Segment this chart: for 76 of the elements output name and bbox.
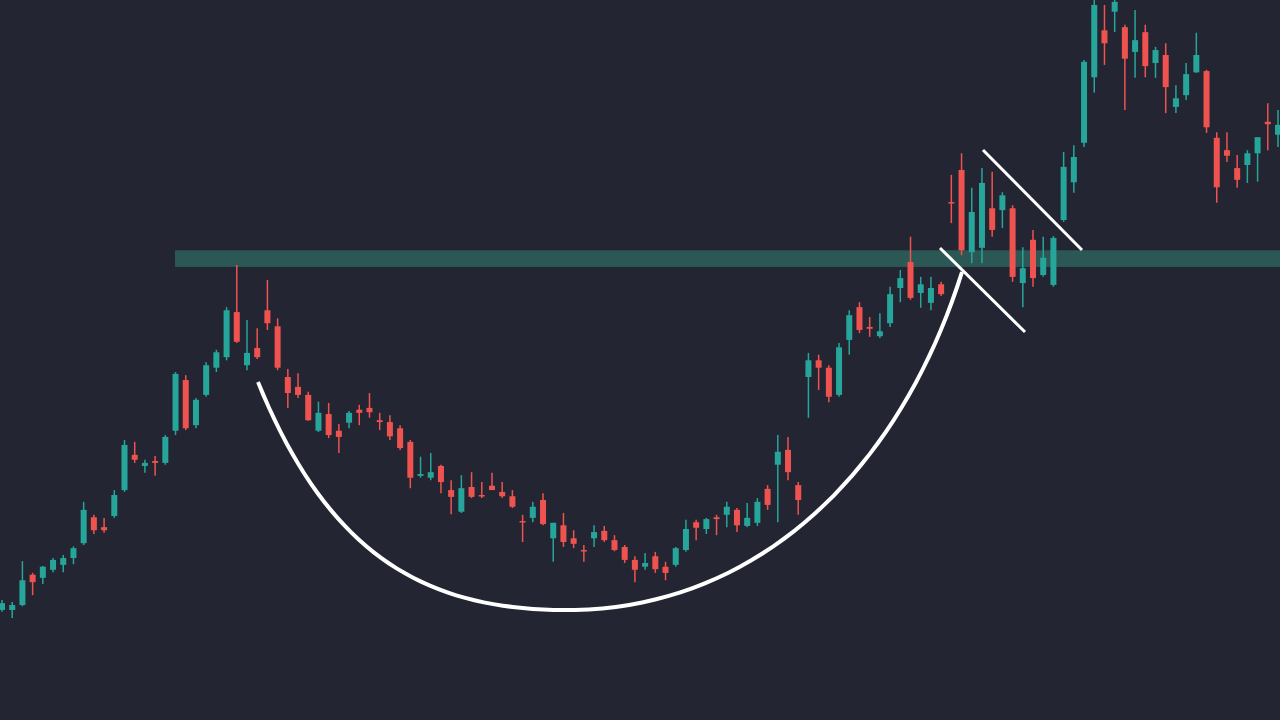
candlestick (917, 276, 924, 309)
candlestick (723, 501, 730, 528)
candlestick (315, 400, 322, 433)
candlestick (856, 301, 863, 334)
candlestick (101, 517, 108, 534)
candlestick (152, 455, 159, 477)
candlestick (529, 501, 536, 523)
candlestick (631, 555, 638, 583)
candlestick (580, 544, 587, 563)
candlestick (386, 414, 393, 441)
candlestick (672, 546, 679, 568)
candlestick (733, 507, 740, 533)
candlestick (356, 404, 363, 426)
candlestick (325, 402, 332, 439)
candlestick (254, 327, 261, 360)
candlestick (1183, 62, 1190, 101)
candlestick (876, 312, 883, 339)
candlestick (560, 512, 567, 548)
candlestick (754, 497, 761, 527)
candlestick (427, 452, 434, 481)
candlestick (693, 518, 700, 541)
candlestick (243, 319, 250, 371)
candlestick (927, 276, 934, 311)
candlestick (1132, 9, 1139, 79)
candlestick (417, 455, 424, 479)
candlestick (662, 561, 669, 582)
candlestick (458, 474, 465, 514)
candlestick (1019, 246, 1026, 308)
candlestick (1040, 235, 1047, 278)
candlestick (9, 601, 16, 619)
candlestick (131, 441, 138, 464)
candlestick (1244, 149, 1251, 184)
candlestick (866, 316, 873, 338)
candlestick (366, 392, 373, 419)
candlestick (1193, 32, 1200, 74)
candlestick (1275, 109, 1280, 148)
candlestick (499, 481, 506, 499)
candlestick (713, 514, 720, 536)
candlestick (948, 174, 955, 224)
candlestick (284, 368, 291, 409)
candlestick (264, 279, 271, 331)
candlestick (682, 518, 689, 553)
candlestick (785, 436, 792, 481)
candlestick (652, 551, 659, 574)
candlestick (989, 171, 996, 238)
candlestick (999, 191, 1006, 229)
candlestick (1223, 131, 1230, 163)
candlestick (448, 479, 455, 515)
candlestick (774, 434, 781, 523)
candlestick (1234, 154, 1241, 189)
candlestick (815, 353, 822, 391)
candlestick (897, 269, 904, 303)
candlestick (550, 522, 557, 563)
candlestick (744, 502, 751, 528)
candlestick (468, 471, 475, 499)
candlestick (90, 514, 97, 535)
candlestick (478, 481, 485, 499)
candlestick (795, 481, 802, 516)
candlestick (141, 459, 148, 474)
candlestick (397, 424, 404, 451)
candlestick (591, 524, 598, 548)
candlestick (111, 489, 118, 519)
candlestick (335, 423, 342, 454)
candlestick (437, 463, 444, 494)
candlestick (642, 552, 649, 571)
candlestick (805, 352, 812, 419)
candlestick (1152, 46, 1159, 79)
candlestick (213, 349, 220, 373)
candlestick (1111, 0, 1118, 33)
candlestick (29, 572, 36, 596)
candlestick (1172, 84, 1179, 114)
candlestick (295, 372, 302, 399)
candlestick (488, 472, 495, 491)
candlestick (764, 484, 771, 511)
candlestick (1254, 136, 1261, 183)
candlestick (1101, 4, 1108, 66)
